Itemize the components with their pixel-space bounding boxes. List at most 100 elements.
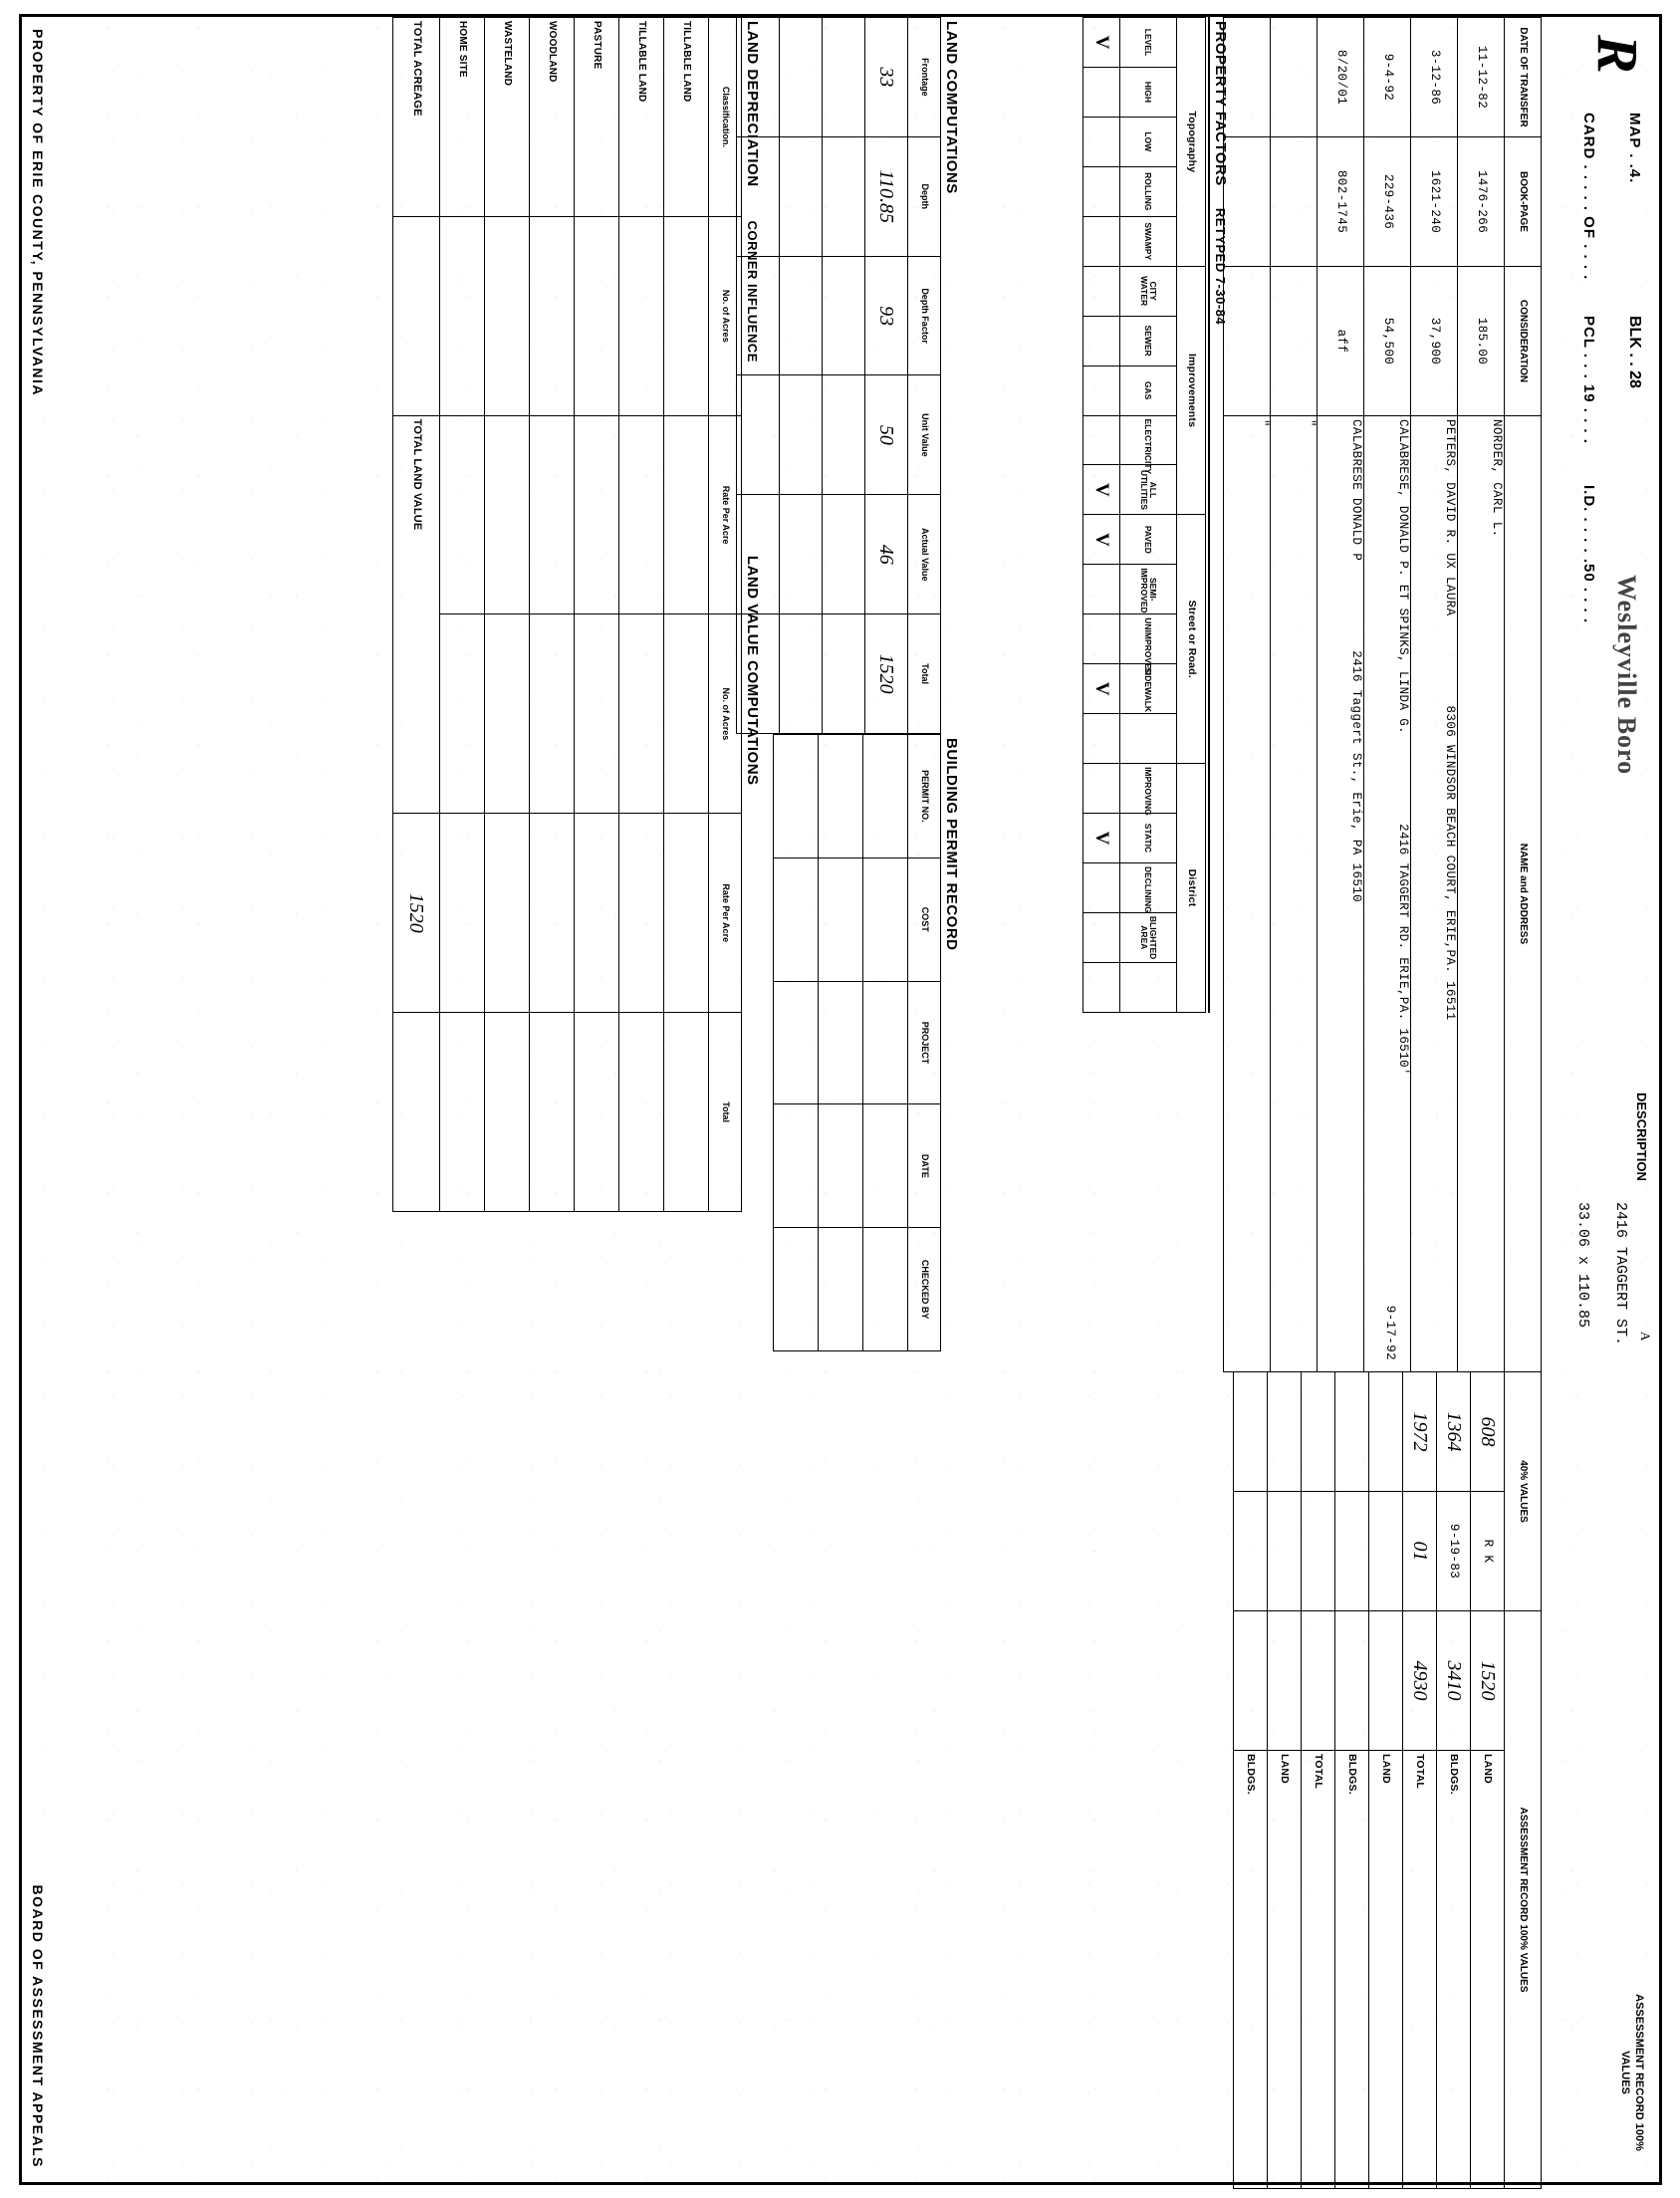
permit-col-header: PROJECT bbox=[907, 980, 940, 1104]
land-comp-cell[interactable] bbox=[779, 17, 822, 136]
land-value-cell[interactable] bbox=[663, 215, 708, 415]
land-value-cell[interactable] bbox=[529, 813, 574, 1013]
land-comp-cell[interactable] bbox=[822, 17, 864, 136]
land-comp-cell[interactable] bbox=[822, 494, 864, 614]
factor-checkbox[interactable] bbox=[1082, 116, 1119, 166]
land-comp-cell[interactable] bbox=[779, 255, 822, 375]
land-value-cell[interactable] bbox=[484, 414, 529, 614]
land-value-cell[interactable] bbox=[439, 813, 484, 1013]
factor-checkbox[interactable] bbox=[1082, 564, 1119, 614]
land-comp-cell[interactable] bbox=[822, 374, 864, 495]
land-comp-row: 33 110.85 93 50 46 1520 bbox=[864, 17, 907, 733]
permit-cell[interactable] bbox=[773, 856, 818, 981]
map-line: MAP . .4. bbox=[1625, 112, 1643, 183]
factor-checkbox[interactable] bbox=[1082, 165, 1119, 216]
land-value-cell[interactable] bbox=[529, 215, 574, 415]
permit-cell[interactable] bbox=[862, 856, 907, 981]
land-comp-cell[interactable]: 50 bbox=[864, 374, 907, 495]
land-value-cell[interactable] bbox=[618, 414, 663, 614]
land-comp-col-header: Actual Value bbox=[907, 494, 940, 614]
permit-cell[interactable] bbox=[773, 1227, 818, 1350]
permit-cell[interactable] bbox=[818, 980, 862, 1104]
factor-checkbox[interactable] bbox=[1082, 613, 1119, 664]
land-value-cell[interactable] bbox=[663, 613, 708, 814]
transfer-row: " bbox=[1270, 17, 1317, 1371]
factor-checkbox[interactable]: V bbox=[1082, 464, 1119, 515]
factor-checkbox[interactable]: V bbox=[1082, 663, 1119, 714]
permit-cell[interactable] bbox=[862, 1227, 907, 1350]
land-value-cell[interactable] bbox=[618, 613, 663, 814]
permit-cell[interactable] bbox=[818, 856, 862, 981]
permit-cell[interactable] bbox=[773, 1103, 818, 1228]
permit-cell[interactable] bbox=[862, 734, 907, 857]
permit-cell[interactable] bbox=[773, 734, 818, 857]
land-comp-cell[interactable] bbox=[779, 494, 822, 614]
land-value-cell[interactable] bbox=[529, 1012, 574, 1211]
factor-option-label: ROLLING bbox=[1119, 165, 1176, 216]
land-value-cell[interactable] bbox=[484, 215, 529, 415]
assessment-value: 1520 bbox=[1470, 1610, 1504, 1750]
factor-checkbox[interactable]: V bbox=[1082, 514, 1119, 565]
factor-checkbox[interactable] bbox=[1082, 215, 1119, 266]
factor-checkbox[interactable] bbox=[1082, 911, 1119, 962]
land-value-cell[interactable] bbox=[529, 414, 574, 614]
land-value-cell[interactable] bbox=[574, 1012, 618, 1211]
permit-cell[interactable] bbox=[818, 1103, 862, 1228]
factor-checkbox[interactable] bbox=[1082, 861, 1119, 912]
land-class-label: HOME SITE bbox=[439, 17, 484, 216]
factor-option-label: SWAMPY bbox=[1119, 215, 1176, 266]
total-acreage-cell[interactable] bbox=[392, 215, 439, 415]
land-value-cell[interactable] bbox=[484, 1012, 529, 1211]
land-value-cell[interactable] bbox=[439, 1012, 484, 1211]
land-value-cell[interactable] bbox=[663, 414, 708, 614]
permit-cell[interactable] bbox=[818, 734, 862, 857]
land-comp-cell[interactable] bbox=[822, 255, 864, 375]
factor-checkbox[interactable]: V bbox=[1082, 813, 1119, 862]
factor-checkbox[interactable] bbox=[1082, 265, 1119, 316]
permit-cell[interactable] bbox=[862, 1103, 907, 1228]
factor-checkbox[interactable] bbox=[1082, 961, 1119, 1012]
land-comp-cell[interactable] bbox=[779, 135, 822, 256]
land-value-cell[interactable] bbox=[574, 813, 618, 1013]
land-comp-cell[interactable]: 93 bbox=[864, 255, 907, 375]
factor-checkbox[interactable] bbox=[1082, 763, 1119, 813]
land-comp-cell[interactable]: 33 bbox=[864, 17, 907, 136]
land-value-cell[interactable] bbox=[618, 215, 663, 415]
land-comp-cell[interactable] bbox=[822, 135, 864, 256]
land-comp-cell[interactable] bbox=[822, 613, 864, 733]
permit-cell[interactable] bbox=[773, 980, 818, 1104]
land-value-cell[interactable] bbox=[574, 414, 618, 614]
value-40: 608 bbox=[1470, 1371, 1504, 1491]
total-land-value-label: TOTAL LAND VALUE bbox=[392, 414, 439, 814]
land-value-cell[interactable] bbox=[618, 1012, 663, 1211]
land-value-cell[interactable] bbox=[618, 813, 663, 1013]
permit-cell[interactable] bbox=[862, 980, 907, 1104]
land-value-cell[interactable] bbox=[574, 215, 618, 415]
factor-checkbox[interactable] bbox=[1082, 66, 1119, 117]
building-permit-title: BUILDING PERMIT RECORD bbox=[942, 737, 960, 951]
land-value-cell[interactable] bbox=[529, 613, 574, 814]
land-value-cell[interactable] bbox=[439, 414, 484, 614]
land-value-cell[interactable] bbox=[663, 1012, 708, 1211]
values-row: LAND bbox=[1267, 1371, 1301, 2188]
land-value-cell[interactable] bbox=[484, 813, 529, 1013]
land-comp-cell[interactable]: 110.85 bbox=[864, 135, 907, 256]
land-value-cell[interactable] bbox=[574, 613, 618, 814]
land-comp-cell[interactable]: 1520 bbox=[864, 613, 907, 733]
total-land-value-blank[interactable] bbox=[392, 1012, 439, 1211]
factor-checkbox[interactable] bbox=[1082, 713, 1119, 764]
factor-checkbox[interactable] bbox=[1082, 315, 1119, 366]
assessment-row-label: LAND bbox=[1368, 1750, 1402, 2188]
factor-checkbox[interactable] bbox=[1082, 365, 1119, 415]
factor-checkbox[interactable] bbox=[1082, 414, 1119, 465]
land-comp-cell[interactable] bbox=[779, 613, 822, 733]
land-value-cell[interactable] bbox=[663, 813, 708, 1013]
permit-cell[interactable] bbox=[818, 1227, 862, 1350]
land-comp-cell[interactable]: 46 bbox=[864, 494, 907, 614]
transfer-row: 9-4-92 229-436 54,500 CALABRESE, DONALD P. … bbox=[1363, 17, 1410, 1371]
land-value-cell[interactable] bbox=[484, 613, 529, 814]
land-value-cell[interactable] bbox=[439, 613, 484, 814]
land-value-cell[interactable] bbox=[439, 215, 484, 415]
land-comp-cell[interactable] bbox=[779, 374, 822, 495]
factor-checkbox[interactable]: V bbox=[1082, 17, 1119, 67]
